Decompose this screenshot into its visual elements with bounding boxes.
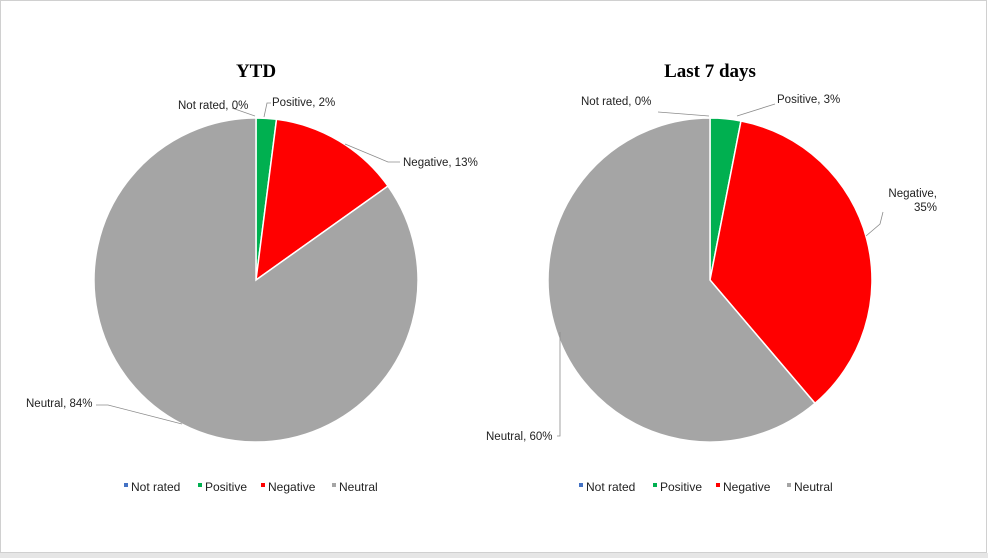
legend-marker-negative — [261, 483, 265, 487]
legend-label-not-rated: Not rated — [131, 480, 180, 494]
pie-slice-negative — [255, 118, 390, 282]
data-label-positive: Positive, 3% — [777, 94, 840, 106]
leader-line-neutral — [557, 332, 561, 437]
data-label-not-rated: Not rated, 0% — [581, 96, 651, 108]
leader-line-positive — [736, 103, 776, 117]
leader-line-neutral — [96, 404, 183, 425]
data-label-neutral: Neutral, 60% — [486, 431, 552, 443]
legend: Not rated Positive Negative Neutral — [124, 480, 378, 494]
legend-marker-neutral — [787, 483, 791, 487]
leader-line-not-rated — [231, 107, 256, 117]
legend-label-negative: Negative — [723, 480, 771, 494]
legend-marker-positive — [198, 483, 202, 487]
data-label-negative: Negative, 13% — [403, 157, 478, 169]
data-label-positive: Positive, 2% — [272, 97, 335, 109]
chart-title: YTD — [236, 61, 276, 82]
legend-marker-positive — [653, 483, 657, 487]
pie-chart-last-7-days: Last 7 days Not rated, 0% Positive, 3% Nega… — [486, 61, 937, 494]
legend-marker-not-rated — [124, 483, 128, 487]
legend-label-positive: Positive — [205, 480, 247, 494]
legend-label-neutral: Neutral — [794, 480, 833, 494]
data-label-negative: Negative, 35% — [888, 188, 937, 214]
legend-label-neutral: Neutral — [339, 480, 378, 494]
leader-line-not-rated — [657, 111, 710, 117]
leader-line-negative — [865, 211, 884, 237]
legend-marker-negative — [716, 483, 720, 487]
chart-title: Last 7 days — [664, 61, 756, 82]
legend-label-not-rated: Not rated — [586, 480, 635, 494]
legend-label-negative: Negative — [268, 480, 316, 494]
leader-line-positive — [263, 102, 271, 118]
leader-line-negative — [344, 143, 400, 163]
legend-marker-neutral — [332, 483, 336, 487]
legend-marker-not-rated — [579, 483, 583, 487]
window-bottom-strip — [0, 553, 988, 558]
pie-slice-neutral — [547, 117, 817, 443]
data-label-neutral: Neutral, 84% — [26, 398, 92, 410]
legend: Not rated Positive Negative Neutral — [579, 480, 833, 494]
pie-chart-ytd: YTD Not rated, 0% Positive, 2% Negative, 13… — [26, 61, 478, 494]
pie-slice-negative — [709, 120, 873, 405]
legend-label-positive: Positive — [660, 480, 702, 494]
data-label-not-rated: Not rated, 0% — [178, 100, 248, 112]
